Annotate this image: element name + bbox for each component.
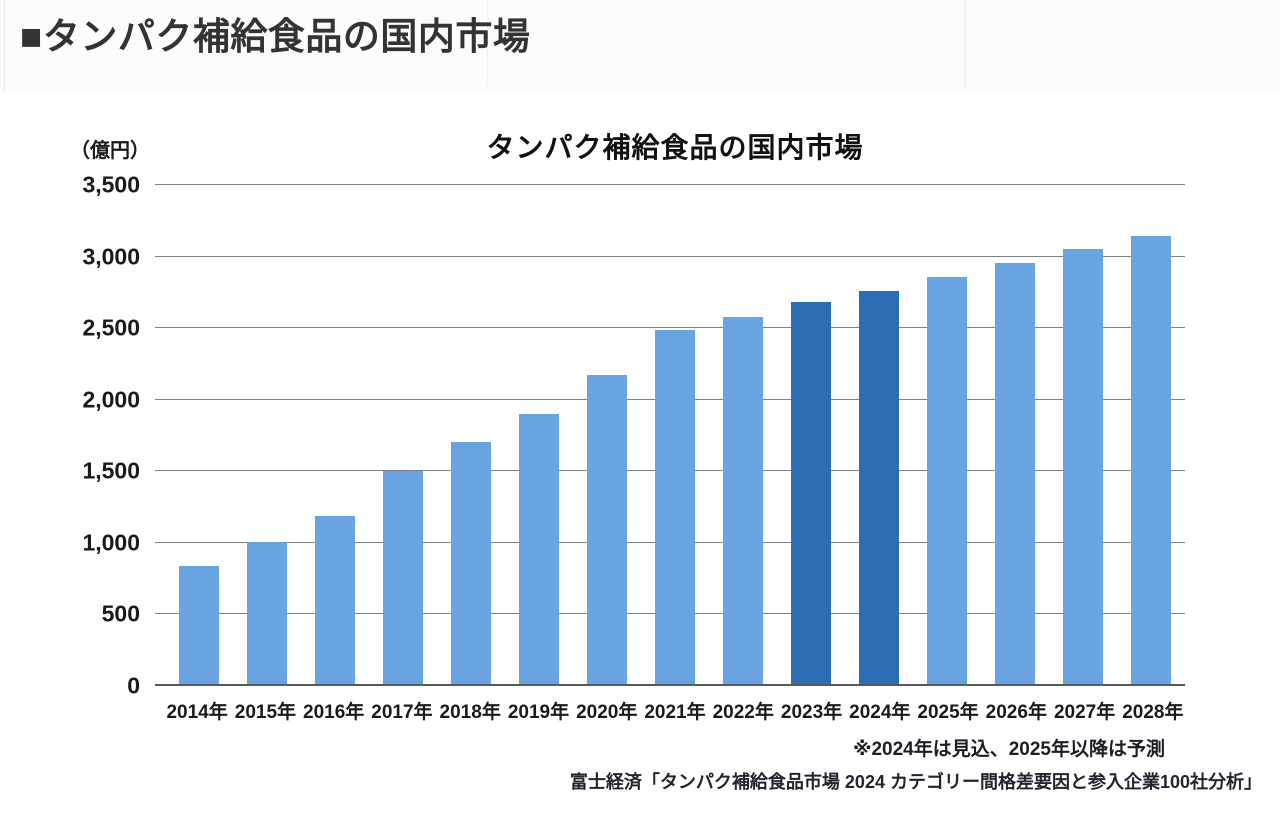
- bar-slot-2019年: [505, 185, 573, 686]
- bar-slot-2023年: [777, 185, 845, 686]
- page-header: ■タンパク補給食品の国内市場: [0, 0, 1280, 92]
- bar-slot-2022年: [709, 185, 777, 686]
- x-tick-label-2028年: 2028年: [1122, 702, 1184, 723]
- chart-title: タンパク補給食品の国内市場: [486, 132, 864, 163]
- bar-2014年: [179, 565, 219, 686]
- bar-2016年: [315, 515, 355, 686]
- x-tick-label-2027年: 2027年: [1053, 702, 1116, 723]
- bar-slot-2017年: [369, 185, 437, 686]
- x-tick-label-2015年: 2015年: [234, 702, 297, 723]
- bar-slot-2027年: [1049, 185, 1117, 686]
- gridline-2500: [155, 327, 1185, 329]
- bar-slot-2025年: [913, 185, 981, 686]
- y-tick-label-0: 0: [127, 672, 140, 699]
- bar-slot-2024年: [845, 185, 913, 686]
- bar-slot-2015年: [233, 185, 301, 686]
- x-axis-tick-labels: 2014年 2015年 2016年 2017年 2018年 2019年 2020年 2021年…: [163, 697, 1187, 724]
- bar-2019年: [519, 414, 559, 686]
- y-tick-label-3000: 3,000: [82, 243, 140, 270]
- layout-edge-line: [4, 0, 5, 92]
- layout-column-divider: [487, 0, 488, 84]
- layout-column-divider: [965, 0, 966, 90]
- bar-slot-2014年: [165, 185, 233, 686]
- x-tick-label-2024年: 2024年: [849, 702, 911, 723]
- bar-2028年: [1131, 235, 1171, 686]
- bar-slot-2020年: [573, 185, 641, 686]
- x-tick-label-2022年: 2022年: [712, 702, 774, 723]
- bar-2024年: [859, 290, 899, 686]
- bar-2018年: [451, 441, 491, 686]
- y-tick-label-2500: 2,500: [82, 314, 140, 341]
- gridline-3500: [155, 184, 1185, 185]
- x-tick-label-2023年: 2023年: [780, 702, 843, 723]
- bar-slot-2018年: [437, 185, 505, 686]
- page-title: ■タンパク補給食品の国内市場: [20, 16, 531, 57]
- plot-area: [155, 184, 1185, 686]
- chart-footnote: ※2024年は見込、2025年以降は予測: [852, 739, 1165, 760]
- x-tick-label-2019年: 2019年: [507, 702, 570, 723]
- bar-2027年: [1063, 248, 1103, 686]
- y-axis-tick-labels: 0 500 1,000 1,500 2,000 2,500 3,000 3,500: [28, 172, 140, 699]
- bar-2015年: [247, 542, 287, 686]
- x-tick-label-2018年: 2018年: [439, 702, 501, 723]
- x-tick-label-2020年: 2020年: [576, 702, 638, 723]
- x-tick-label-2021年: 2021年: [644, 702, 706, 723]
- y-tick-label-1000: 1,000: [82, 529, 140, 556]
- bars-row: [165, 185, 1185, 686]
- bar-2017年: [383, 471, 423, 686]
- chart-source: 富士経済「タンパク補給食品市場 2024 カテゴリー間格差要因と参入企業100社…: [569, 772, 1262, 792]
- bar-slot-2016年: [301, 185, 369, 686]
- x-tick-label-2017年: 2017年: [371, 702, 433, 723]
- bar-slot-2028年: [1117, 185, 1185, 686]
- bar-2020年: [587, 375, 627, 686]
- y-tick-label-3500: 3,500: [82, 171, 140, 198]
- y-axis-unit-label: （億円）: [70, 140, 150, 162]
- y-tick-label-500: 500: [101, 600, 140, 627]
- x-tick-label-2026年: 2026年: [985, 702, 1047, 723]
- bar-2026年: [995, 263, 1035, 686]
- x-tick-label-2014年: 2014年: [166, 702, 228, 723]
- y-tick-label-2000: 2,000: [82, 386, 140, 413]
- bar-slot-2026年: [981, 185, 1049, 686]
- bar-2023年: [791, 302, 831, 686]
- bar-2021年: [655, 329, 695, 686]
- x-tick-label-2025年: 2025年: [917, 702, 979, 723]
- gridline-3000: [155, 255, 1185, 257]
- x-axis-baseline: [155, 684, 1185, 686]
- bar-2025年: [927, 277, 967, 686]
- y-tick-label-1500: 1,500: [82, 457, 140, 484]
- bar-slot-2021年: [641, 185, 709, 686]
- x-tick-label-2016年: 2016年: [303, 702, 365, 723]
- bar-2022年: [723, 317, 763, 686]
